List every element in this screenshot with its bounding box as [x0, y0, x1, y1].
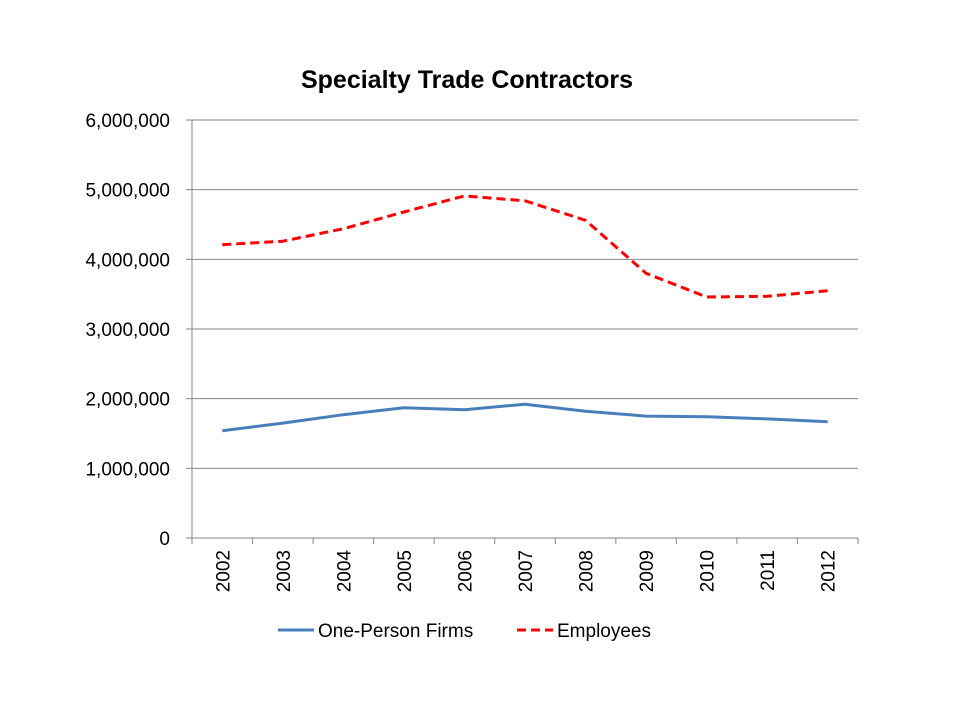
y-tick-label: 4,000,000: [85, 250, 170, 271]
y-tick-label: 1,000,000: [85, 459, 170, 480]
y-tick-label: 5,000,000: [85, 181, 170, 202]
x-tick-label: 2009: [637, 550, 658, 592]
y-tick-label: 3,000,000: [85, 320, 170, 341]
x-tick-label: 2002: [213, 550, 234, 592]
series-lines: [222, 194, 828, 433]
legend-label: Employees: [557, 621, 651, 642]
gridlines: [186, 119, 859, 544]
y-axis-ticks: 0 1,000,000 2,000,000 3,000,000 4,000,000 5,0…: [85, 111, 170, 550]
x-tick-label: 2012: [819, 550, 840, 592]
x-tick-label: 2004: [334, 550, 355, 593]
legend: One-Person Firms Employees: [278, 621, 651, 642]
x-tick-label: 2011: [758, 550, 779, 591]
series-line-employees: [222, 194, 828, 299]
y-tick-label: 0: [159, 529, 170, 550]
x-tick-label: 2006: [455, 550, 476, 592]
x-tick-label: 2003: [274, 550, 295, 592]
x-tick-label: 2010: [698, 550, 719, 592]
x-tick-label: 2008: [577, 550, 598, 592]
series-line-one-person-firms: [222, 402, 828, 433]
x-axis-ticks: 2002 2003 2004 2005 2006 2007 2008 2009 2010 2011…: [213, 550, 839, 593]
legend-label: One-Person Firms: [318, 621, 473, 642]
y-tick-label: 2,000,000: [85, 390, 170, 411]
y-tick-label: 6,000,000: [85, 111, 170, 132]
chart-title: Specialty Trade Contractors: [301, 66, 633, 94]
x-tick-label: 2005: [395, 550, 416, 592]
x-tick-label: 2007: [516, 550, 537, 592]
